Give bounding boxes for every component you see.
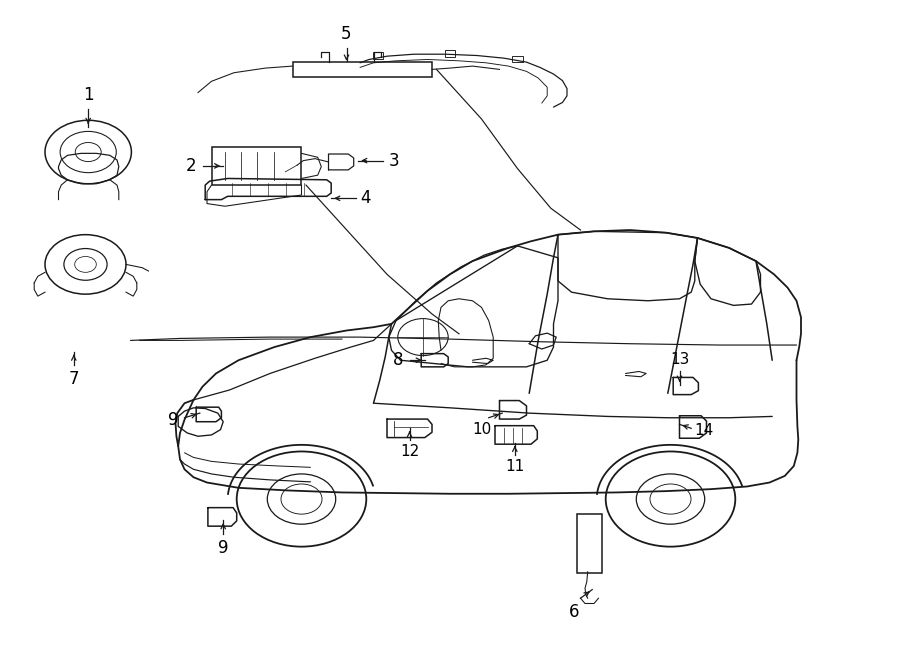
Text: 9: 9: [218, 539, 229, 557]
Text: 1: 1: [83, 86, 94, 104]
Text: 9: 9: [167, 410, 178, 429]
Text: 12: 12: [400, 444, 419, 459]
Text: 13: 13: [670, 352, 689, 367]
Text: 14: 14: [695, 424, 714, 438]
Text: 4: 4: [360, 189, 371, 208]
Text: 3: 3: [389, 151, 400, 170]
Text: 5: 5: [341, 25, 352, 43]
Text: 11: 11: [505, 459, 525, 475]
Text: 2: 2: [185, 157, 196, 175]
Text: 10: 10: [472, 422, 491, 437]
Text: 8: 8: [392, 351, 403, 369]
Text: 7: 7: [68, 370, 79, 388]
Text: 6: 6: [569, 603, 580, 621]
